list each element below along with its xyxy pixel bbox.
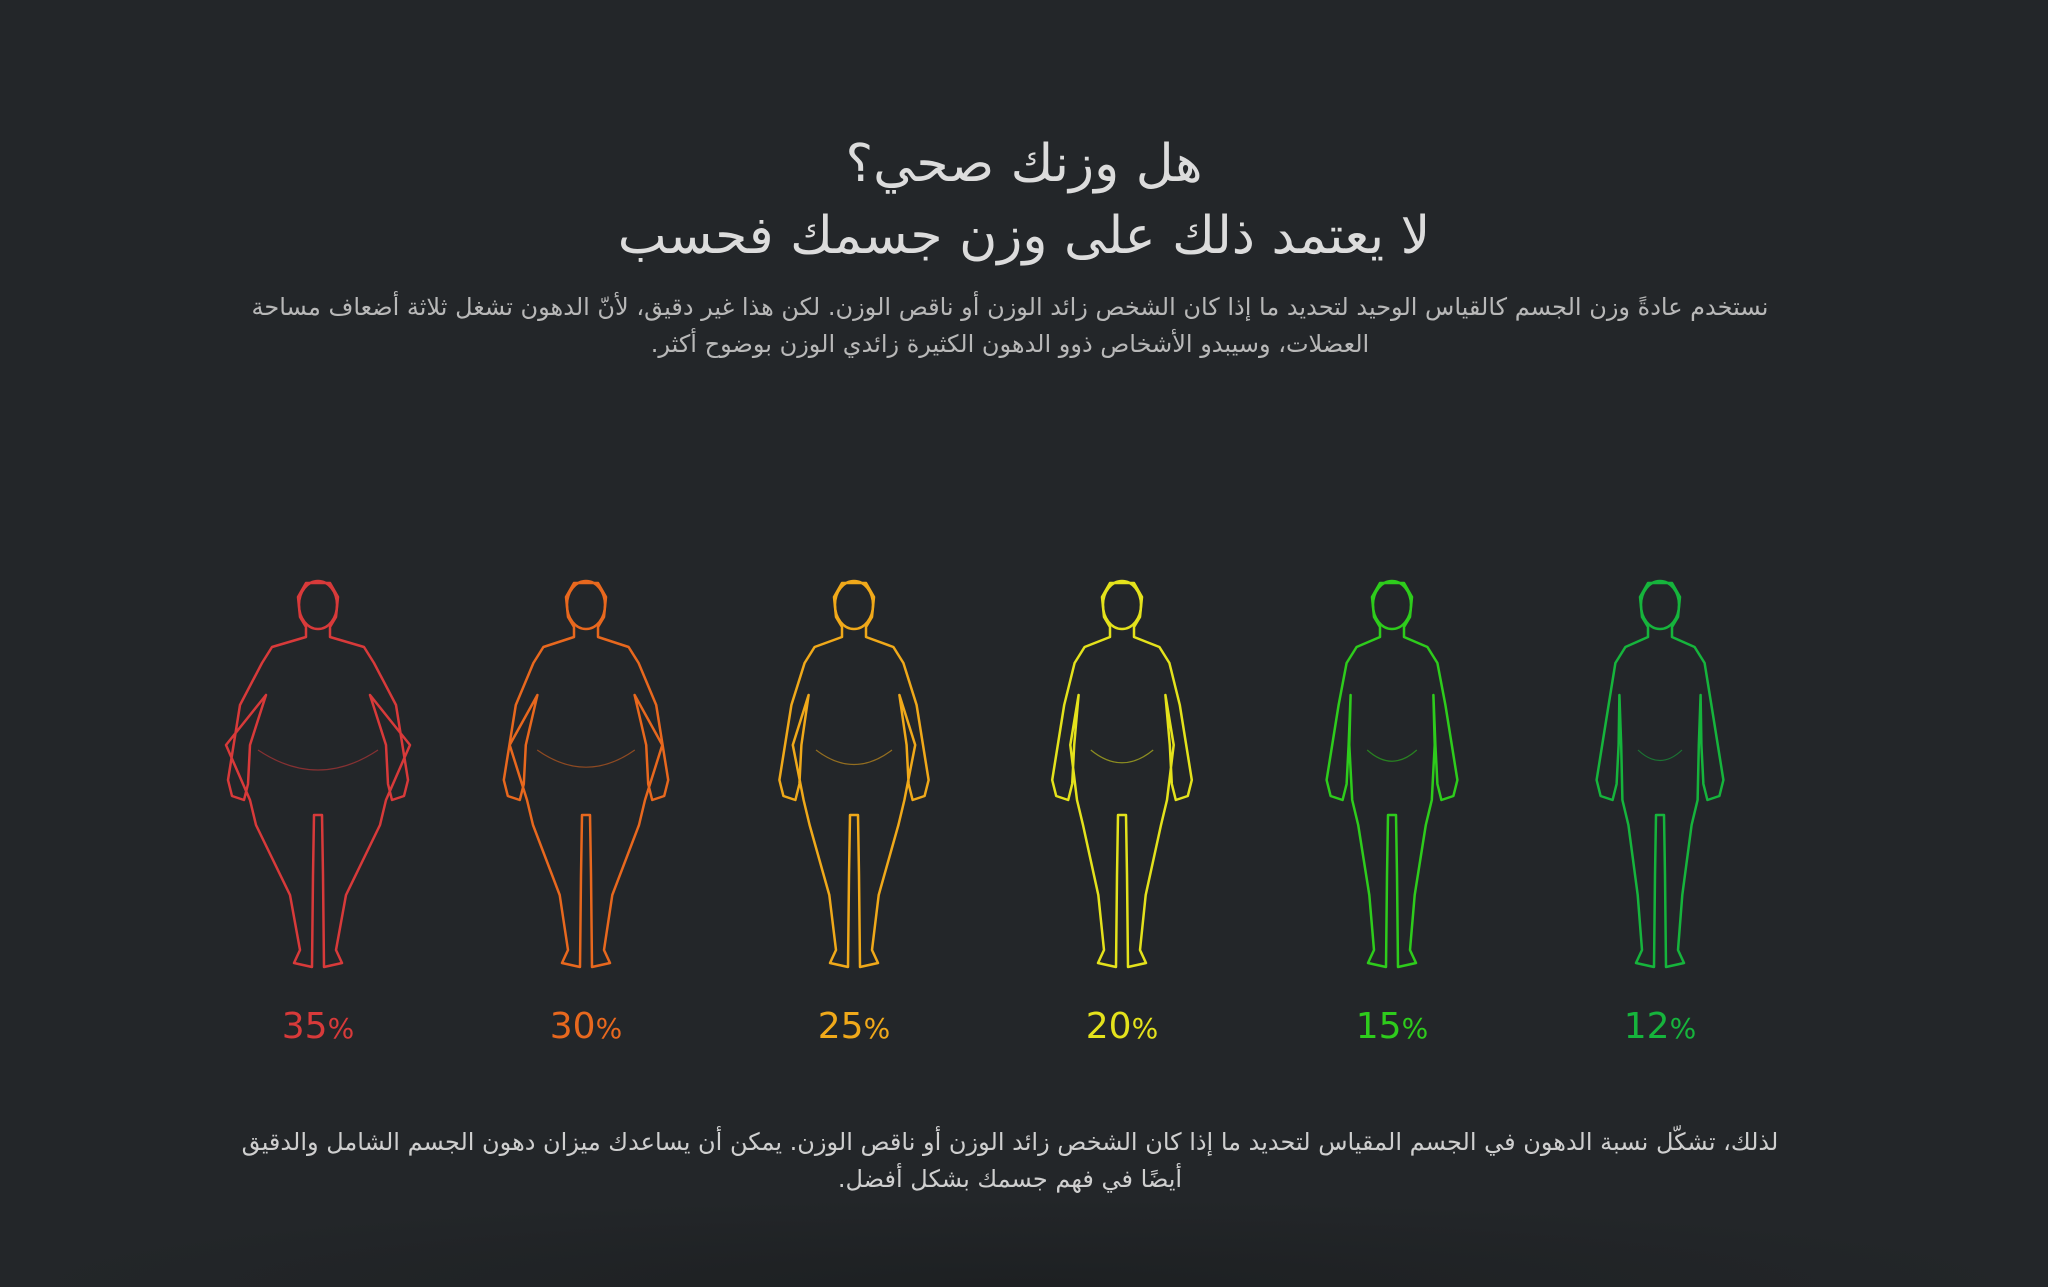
head-outline (833, 579, 875, 631)
body-fat-percentage: 20% (1085, 1006, 1159, 1047)
body-detail-line (536, 749, 636, 768)
intro-paragraph: نستخدم عادةً وزن الجسم كالقياس الوحيد لت… (251, 293, 1769, 358)
body-outline (224, 581, 412, 969)
body-silhouette-icon (1595, 579, 1725, 969)
conclusion-paragraph: لذلك، تشكّل نسبة الدهون في الجسم المقياس… (241, 1128, 1779, 1193)
head-outline (1101, 579, 1143, 631)
bottom-shade (0, 1197, 2048, 1287)
body-outline (502, 581, 670, 969)
body-outline (1595, 581, 1725, 969)
body-outline (1325, 581, 1459, 969)
body-detail-line (1090, 749, 1154, 764)
head-outline (565, 579, 607, 631)
body-figure: 12% (1545, 575, 1775, 1055)
body-fat-percentage: 12% (1623, 1006, 1697, 1047)
body-silhouette-icon (1325, 579, 1459, 969)
body-silhouette-icon (502, 579, 670, 969)
body-figure: 30% (471, 575, 701, 1055)
body-detail-line (815, 749, 893, 766)
body-figure: 25% (739, 575, 969, 1055)
body-figure: 15% (1277, 575, 1507, 1055)
body-fat-percentage: 15% (1355, 1006, 1429, 1047)
body-figure: 35% (203, 575, 433, 1055)
body-detail-line (257, 749, 379, 771)
body-fat-percentage: 30% (549, 1006, 623, 1047)
head-outline (1639, 579, 1681, 631)
body-silhouette-icon (224, 579, 412, 969)
body-detail-line (1637, 749, 1683, 762)
body-fat-figures: 35% 30% 25% 20% 15% 12% (0, 575, 2048, 1075)
page-title: هل وزنك صحي؟ (845, 134, 1203, 194)
body-silhouette-icon (1050, 579, 1194, 969)
body-outline (1050, 581, 1194, 969)
body-fat-percentage: 35% (281, 1006, 355, 1047)
head-outline (297, 579, 339, 631)
body-outline (778, 581, 930, 969)
body-silhouette-icon (778, 579, 930, 969)
body-figure: 20% (1007, 575, 1237, 1055)
head-outline (1371, 579, 1413, 631)
page-subtitle: لا يعتمد ذلك على وزن جسمك فحسب (617, 206, 1431, 266)
body-fat-percentage: 25% (817, 1006, 891, 1047)
body-detail-line (1366, 749, 1418, 762)
